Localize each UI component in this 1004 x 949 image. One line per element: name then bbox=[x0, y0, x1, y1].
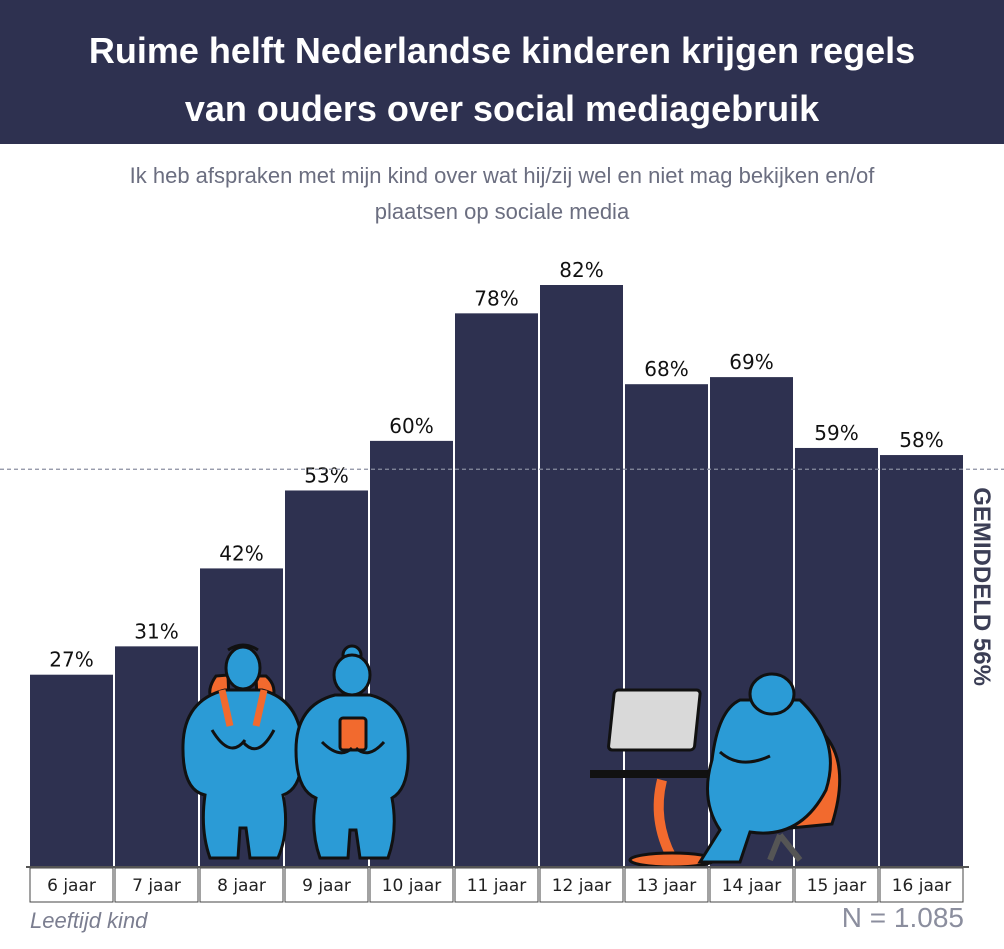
bar-13-jaar bbox=[625, 384, 708, 866]
category-cell bbox=[709, 867, 794, 903]
category-label: 15 jaar bbox=[807, 876, 867, 896]
category-cell bbox=[199, 867, 284, 903]
category-cell bbox=[794, 867, 879, 903]
chart-subtitle-line-1: Ik heb afspraken met mijn kind over wat … bbox=[129, 163, 875, 188]
category-label: 10 jaar bbox=[382, 876, 442, 896]
value-label: 59% bbox=[814, 421, 858, 445]
category-cell bbox=[284, 867, 369, 903]
category-label: 14 jaar bbox=[722, 876, 782, 896]
value-label: 27% bbox=[49, 648, 93, 672]
title-banner: Ruime helft Nederlandse kinderen krijgen… bbox=[0, 0, 1004, 144]
category-cell bbox=[29, 867, 114, 903]
chart-subtitle-line-2: plaatsen op sociale media bbox=[374, 199, 630, 224]
value-label: 69% bbox=[729, 350, 773, 374]
bar-chart: 27% 6 jaar 31% 7 jaar 42% 8 jaar 53% 9 jaar 60% 1… bbox=[0, 258, 1004, 903]
value-label: 42% bbox=[219, 541, 263, 565]
x-axis-title: Leeftijd kind bbox=[30, 908, 148, 933]
value-label: 78% bbox=[474, 286, 518, 310]
chart-subtitle: Ik heb afspraken met mijn kind over wat … bbox=[60, 158, 944, 230]
value-label: 68% bbox=[644, 357, 688, 381]
child-with-backpack-figure bbox=[181, 643, 304, 860]
bar-16-jaar bbox=[880, 455, 963, 866]
labels-layer: 27% 6 jaar 31% 7 jaar 42% 8 jaar 53% 9 jaar 60% 1… bbox=[29, 258, 964, 903]
children-illustration bbox=[181, 643, 410, 860]
sample-size: N = 1.085 bbox=[841, 902, 964, 933]
chart-title-line-1: Ruime helft Nederlandse kinderen krijgen… bbox=[88, 30, 916, 71]
value-label: 58% bbox=[899, 428, 943, 452]
category-label: 13 jaar bbox=[637, 876, 697, 896]
chart-title: Ruime helft Nederlandse kinderen krijgen… bbox=[0, 22, 1004, 138]
bar-12-jaar bbox=[540, 285, 623, 866]
child-with-phone-figure bbox=[294, 644, 410, 860]
value-label: 82% bbox=[559, 258, 603, 282]
category-label: 6 jaar bbox=[47, 876, 96, 896]
laptop-person-illustration bbox=[590, 672, 842, 869]
value-label: 60% bbox=[389, 414, 433, 438]
category-label: 7 jaar bbox=[132, 876, 181, 896]
bar-11-jaar bbox=[455, 313, 538, 867]
category-label: 9 jaar bbox=[302, 876, 351, 896]
value-label: 31% bbox=[134, 619, 178, 643]
category-cell bbox=[539, 867, 624, 903]
category-cell bbox=[879, 867, 964, 903]
category-cell bbox=[114, 867, 199, 903]
category-label: 16 jaar bbox=[892, 876, 952, 896]
category-cell bbox=[624, 867, 709, 903]
category-cell bbox=[454, 867, 539, 903]
average-label: GEMIDDELD 56% bbox=[968, 487, 995, 686]
category-label: 8 jaar bbox=[217, 876, 266, 896]
bar-6-jaar bbox=[30, 674, 113, 866]
chart-title-line-2: van ouders over social mediagebruik bbox=[184, 88, 820, 129]
reference-layer: GEMIDDELD 56% bbox=[0, 468, 1004, 868]
value-label: 53% bbox=[304, 463, 348, 487]
category-label: 11 jaar bbox=[467, 876, 527, 896]
category-label: 12 jaar bbox=[552, 876, 612, 896]
